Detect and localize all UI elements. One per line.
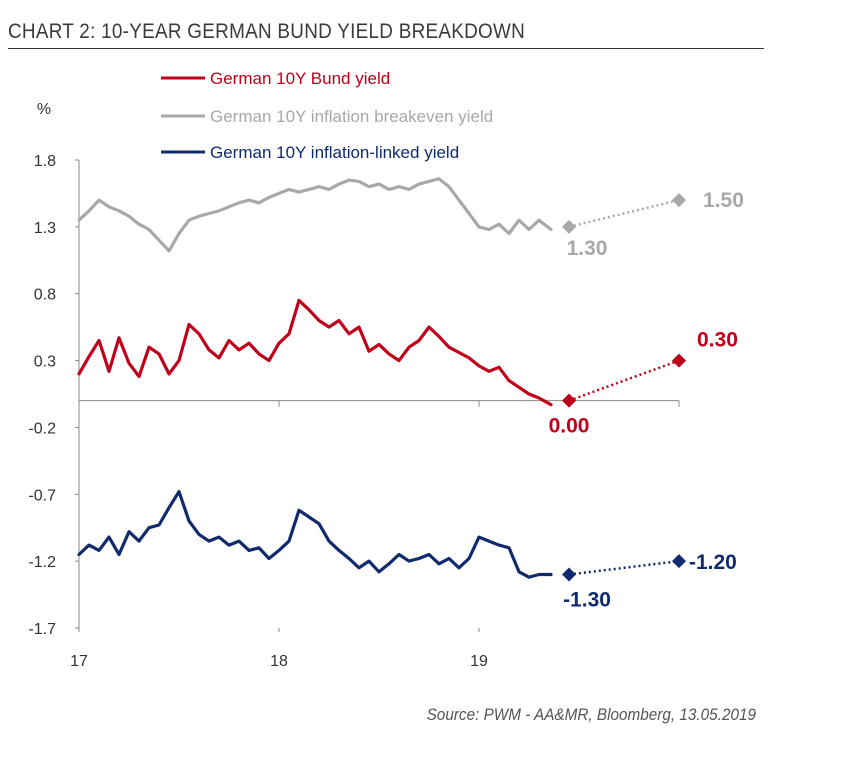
forecast-target-marker: [672, 193, 686, 208]
forecast-line-2: [568, 198, 680, 229]
forecast-start-label: 0.00: [549, 415, 590, 438]
y-tick-label: 1.3: [34, 220, 56, 237]
title-divider: [8, 48, 764, 49]
y-axis-unit: %: [37, 101, 51, 118]
y-tick-label: -1.2: [28, 554, 56, 571]
yield-chart: 1.8 1.3 0.8 0.3 -0.2 -0.7 -1.2 -1.7% 17 18 19 0.00…: [28, 69, 744, 670]
forecast-target-marker: [672, 554, 686, 569]
series-line-2: [77, 177, 553, 253]
legend-label-1: German 10Y Bund yield: [210, 69, 390, 88]
forecast-line-3: [568, 559, 680, 576]
forecast-start-label: -1.30: [563, 589, 611, 612]
forecast-start-marker: [562, 393, 576, 408]
forecast-target-label: 1.50: [703, 189, 744, 212]
forecast-line-1: [568, 359, 680, 402]
forecast-start-marker: [562, 567, 576, 582]
chart-title: CHART 2: 10-YEAR GERMAN BUND YIELD BREAK…: [8, 20, 526, 43]
forecast-target-label: 0.30: [697, 329, 738, 352]
chart-series: [77, 177, 553, 579]
forecast-start-marker: [562, 219, 576, 234]
x-tick-label: 18: [270, 653, 288, 670]
forecast-target-marker: [672, 353, 686, 368]
y-tick-label: -0.7: [28, 487, 56, 504]
y-tick-label: 1.8: [34, 153, 56, 170]
chart-axes: 1.8 1.3 0.8 0.3 -0.2 -0.7 -1.2 -1.7% 17 18 19: [28, 101, 680, 670]
forecast-target-label: -1.20: [689, 551, 737, 574]
y-tick-label: -0.2: [28, 420, 56, 437]
x-tick-label: 19: [470, 653, 488, 670]
x-tick-label: 17: [70, 653, 88, 670]
chart-legend: German 10Y Bund yield German 10Y inflatio…: [161, 69, 493, 162]
forecast-start-label: 1.30: [567, 237, 608, 260]
legend-label-2: German 10Y inflation breakeven yield: [210, 107, 493, 126]
source-note: Source: PWM - AA&MR, Bloomberg, 13.05.20…: [426, 705, 756, 724]
series-line-3: [77, 490, 553, 579]
chart-forecasts: 0.00 0.30 1.30 1.50 -1.30 -1.20: [549, 189, 744, 611]
series-line-1: [77, 298, 553, 407]
legend-label-3: German 10Y inflation-linked yield: [210, 143, 459, 162]
y-tick-label: 0.3: [34, 354, 56, 371]
y-tick-label: 0.8: [34, 287, 56, 304]
y-tick-label: -1.7: [28, 621, 56, 638]
